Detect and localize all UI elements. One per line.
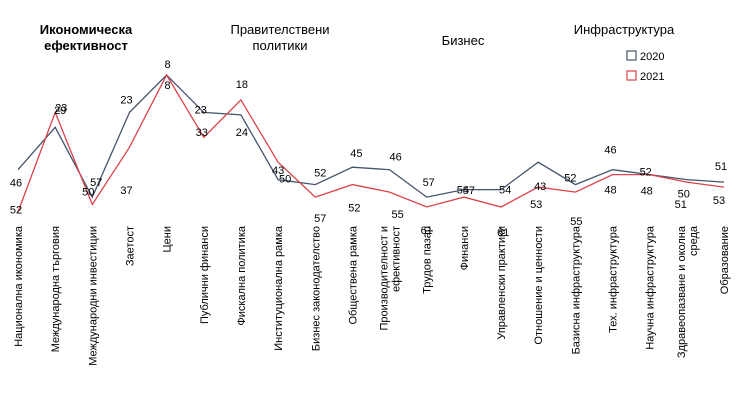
data-label: 52 (10, 205, 22, 217)
data-label: 46 (604, 145, 616, 157)
legend-swatch-2021 (626, 70, 637, 81)
data-label: 46 (389, 152, 401, 164)
series-line-2021 (17, 73, 725, 213)
data-label: 46 (10, 178, 22, 190)
data-label: 51 (715, 161, 727, 173)
data-label: 8 (165, 80, 171, 92)
data-label: 52 (348, 203, 360, 215)
data-label: 29 (54, 105, 66, 117)
category-label: Управленски практики (496, 226, 508, 340)
data-label: 43 (534, 181, 546, 193)
group-title: Правителствени политики (230, 22, 329, 53)
data-label: 53 (530, 199, 542, 211)
data-label: 55 (391, 209, 403, 221)
data-label: 61 (497, 227, 509, 239)
data-label: 61 (421, 225, 433, 237)
data-label: 54 (499, 185, 511, 197)
category-label: Научна инфраструктура (645, 225, 657, 350)
data-label: 24 (236, 127, 248, 139)
data-label: 50 (279, 174, 291, 186)
series-line-2020 (17, 74, 725, 199)
data-label: 54 (457, 185, 469, 197)
group-title: Икономическа ефективност (40, 22, 133, 53)
category-label: Здравеопазване и околнасреда (676, 225, 700, 358)
data-label: 18 (236, 79, 248, 91)
group-title: Инфраструктура (574, 22, 675, 37)
category-label: Образование (719, 226, 731, 294)
data-label: 23 (55, 102, 67, 114)
data-label: 37 (120, 185, 132, 197)
data-label: 48 (604, 185, 616, 197)
data-label: 50 (678, 189, 690, 201)
data-label: 48 (641, 186, 653, 198)
data-label: 53 (713, 195, 725, 207)
legend-swatch-2020 (626, 50, 637, 61)
legend-label: 2021 (640, 71, 664, 83)
category-label: Публични финанси (199, 226, 211, 324)
category-label: Отношение и ценности (533, 226, 545, 345)
group-title: Бизнес (442, 33, 485, 48)
data-label: 52 (640, 167, 652, 179)
data-label: 52 (564, 173, 576, 185)
series-lines (17, 73, 725, 213)
data-label: 55 (570, 216, 582, 228)
data-label: 52 (314, 168, 326, 180)
data-label: 45 (350, 148, 362, 160)
group-titles: Икономическа ефективност Правителствени пол… (40, 22, 675, 53)
data-label: 50 (82, 187, 94, 199)
data-label: 57 (314, 213, 326, 225)
legend: 2020 2021 (626, 50, 664, 83)
data-label: 8 (165, 59, 171, 71)
category-label: Институционална рамка (273, 225, 285, 351)
category-label: Обществена рамка (347, 225, 359, 324)
data-label: 57 (90, 177, 102, 189)
data-label: 23 (120, 94, 132, 106)
data-label: 51 (675, 199, 687, 211)
data-label: 33 (196, 127, 208, 139)
category-label: Международна търговия (50, 226, 62, 352)
data-label: 43 (272, 165, 284, 177)
data-label: 23 (195, 104, 207, 116)
category-labels: Национална икономика Международна търгови… (13, 225, 731, 366)
category-label: Национална икономика (13, 225, 25, 347)
data-label: 57 (463, 185, 475, 197)
category-label: Базисна инфраструктура (570, 225, 582, 354)
category-label: Тех. инфраструктура (608, 225, 620, 333)
category-label: Трудов пазар (422, 226, 434, 294)
data-label: 57 (423, 177, 435, 189)
category-label: Цени (162, 226, 174, 252)
category-label: Международни инвестиции (87, 226, 99, 366)
category-label: Производителност иефективност (379, 226, 403, 331)
category-label: Заетост (125, 226, 137, 266)
legend-label: 2020 (640, 51, 664, 63)
category-label: Фискална политика (236, 225, 248, 325)
category-label: Бизнес законодателство (310, 226, 322, 351)
category-label: Финанси (459, 226, 471, 270)
